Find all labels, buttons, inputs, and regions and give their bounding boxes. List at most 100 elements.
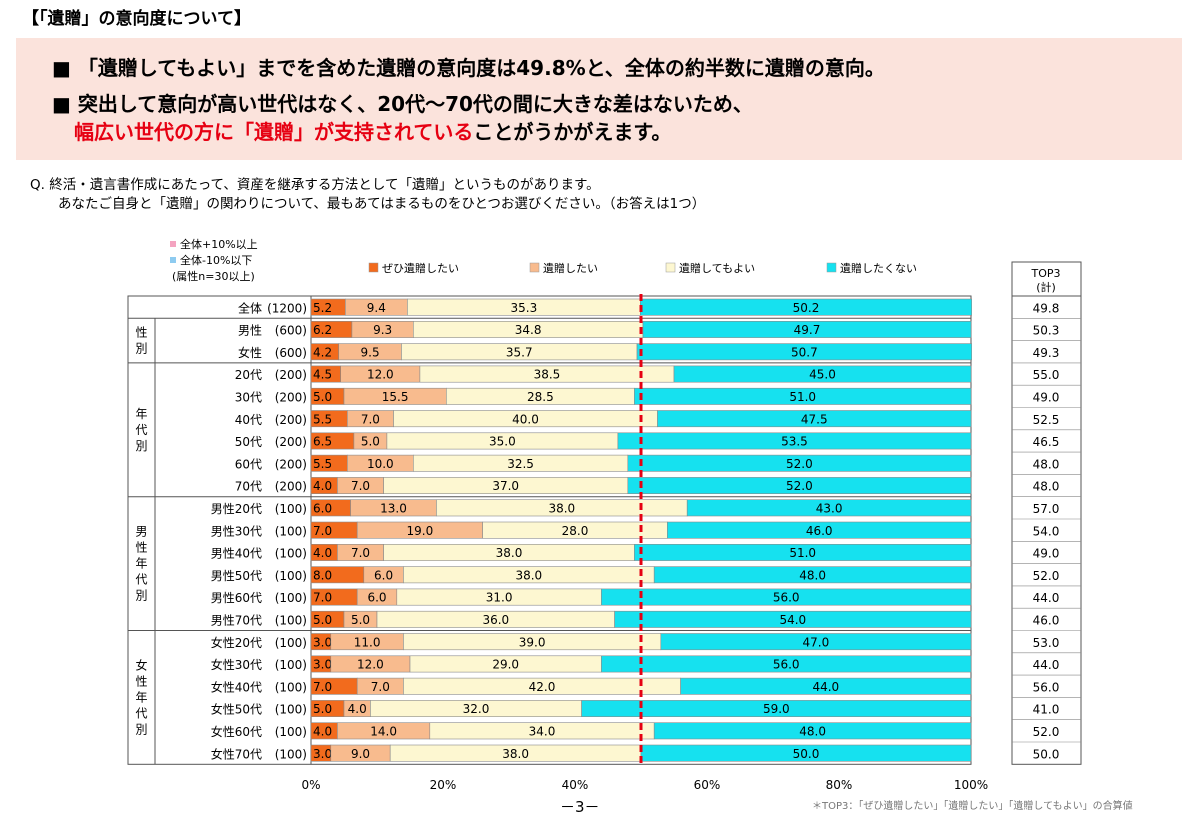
data-label: 8.0	[313, 568, 332, 582]
group-label-char: 別	[135, 722, 147, 736]
legend-label: 遺贈してもよい	[679, 261, 755, 275]
row-label: 20代	[235, 368, 262, 382]
row-label: 女性40代	[211, 679, 262, 694]
data-label: 28.5	[527, 390, 554, 404]
data-label: 34.0	[529, 725, 556, 739]
row-label: 60代	[235, 457, 262, 471]
bar-segment	[601, 655, 972, 673]
data-label: 29.0	[492, 658, 519, 672]
question-line-2: あなたご自身と「遺贈」の関わりについて、最もあてはまるものをひとつお選びください…	[58, 196, 706, 212]
data-label: 46.0	[806, 524, 833, 538]
row-sample-size: (200)	[275, 457, 307, 471]
bar-segment	[627, 454, 972, 472]
x-tick-label: 80%	[826, 778, 853, 792]
data-label: 7.0	[351, 479, 370, 493]
top3-value: 52.0	[1033, 569, 1060, 583]
top3-value: 44.0	[1033, 658, 1060, 672]
data-label: 3.0	[313, 635, 332, 649]
row-sample-size: (100)	[275, 614, 307, 628]
row-sample-size: (600)	[275, 346, 307, 360]
row-sample-size: (100)	[275, 680, 307, 694]
top3-value: 53.0	[1033, 636, 1060, 650]
data-label: 45.0	[809, 368, 836, 382]
row-label: 女性70代	[211, 746, 262, 761]
data-label: 3.0	[313, 747, 332, 761]
data-label: 52.0	[786, 479, 813, 493]
data-label: 6.0	[367, 591, 386, 605]
bar-segment	[581, 700, 972, 718]
data-label: 52.0	[786, 457, 813, 471]
data-label: 15.5	[382, 390, 409, 404]
data-label: 9.4	[367, 301, 386, 315]
data-label: 6.0	[313, 502, 332, 516]
data-label: 4.0	[348, 702, 367, 716]
bar-segment	[667, 521, 972, 539]
row-label: 男性	[238, 324, 262, 338]
data-label: 28.0	[562, 524, 589, 538]
data-label: 44.0	[812, 680, 839, 694]
data-label: 5.0	[313, 390, 332, 404]
top3-value: 52.5	[1033, 413, 1060, 427]
top3-value: 48.0	[1033, 457, 1060, 471]
legend-swatch	[665, 262, 676, 273]
data-label: 5.0	[361, 435, 380, 449]
top3-value: 56.0	[1033, 680, 1060, 694]
top3-value: 46.5	[1033, 435, 1060, 449]
note-plus-swatch	[170, 241, 176, 247]
data-label: 40.0	[512, 412, 539, 426]
data-label: 37.0	[492, 479, 519, 493]
footnote: ＊TOP3：「ぜひ遺贈したい」「遺贈したい」「遺贈してもよい」の合算値	[812, 801, 1133, 812]
chart-legend: ぜひ遺贈したい 遺贈したい 遺贈してもよい 遺贈したくない	[368, 261, 917, 275]
summary-line-3: 幅広い世代の方に「遺贈」が支持されていることがうかがえます。	[74, 116, 671, 145]
row-sample-size: (100)	[275, 591, 307, 605]
row-label: 70代	[235, 480, 262, 494]
bar-segment	[614, 610, 972, 628]
data-label: 11.0	[354, 635, 381, 649]
data-label: 5.2	[313, 301, 332, 315]
summary-line-2: ■ 突出して意向が高い世代はなく、20代～70代の間に大きな差はないため、	[52, 92, 753, 116]
data-label: 50.7	[791, 345, 818, 359]
data-label: 32.0	[463, 702, 490, 716]
row-label: 50代	[235, 435, 262, 449]
group-label-char: 代	[135, 706, 147, 720]
data-label: 7.0	[313, 591, 332, 605]
bar-segment	[653, 722, 972, 740]
top3-value: 49.0	[1033, 547, 1060, 561]
data-label: 12.0	[357, 658, 384, 672]
row-sample-size: (200)	[275, 391, 307, 405]
top3-value: 49.8	[1033, 301, 1060, 315]
data-label: 50.0	[793, 747, 820, 761]
row-label: 30代	[235, 391, 262, 405]
row-labels: 全体 (1200) 男性 (600) 女性 (600) 20代 (200) 30代 (200) 40…	[211, 300, 307, 761]
legend-label: 遺贈したい	[543, 261, 598, 275]
summary-line-1: ■ 「遺贈してもよい」までを含めた遺贈の意向度は49.8%と、全体の約半数に遺贈…	[52, 56, 885, 80]
page-number: －3－	[560, 798, 600, 816]
data-label: 39.0	[519, 635, 546, 649]
data-label: 7.0	[371, 680, 390, 694]
data-label: 51.0	[789, 390, 816, 404]
row-label: 男性30代	[211, 524, 262, 538]
top3-value: 52.0	[1033, 725, 1060, 739]
summary-highlight: 幅広い世代の方に「遺贈」が支持されている	[74, 120, 474, 144]
bar-segment	[680, 677, 972, 695]
data-label: 9.5	[361, 345, 380, 359]
row-sample-size: (200)	[275, 368, 307, 382]
top3-value: 50.0	[1033, 747, 1060, 761]
data-label: 48.0	[799, 568, 826, 582]
top3-box	[1011, 261, 1082, 765]
row-sample-size: (100)	[275, 524, 307, 538]
note-minus-text: 全体-10%以下	[180, 253, 252, 267]
row-label: 40代	[235, 413, 262, 427]
data-label: 50.2	[793, 301, 820, 315]
data-label: 56.0	[773, 591, 800, 605]
data-label: 56.0	[773, 658, 800, 672]
summary-box	[16, 38, 1182, 160]
data-label: 35.3	[510, 301, 537, 315]
page-title: 【「遺贈」の意向度について】	[22, 9, 251, 29]
data-label: 38.0	[496, 546, 523, 560]
data-label: 5.0	[351, 613, 370, 627]
legend-label: 遺贈したくない	[840, 261, 917, 275]
